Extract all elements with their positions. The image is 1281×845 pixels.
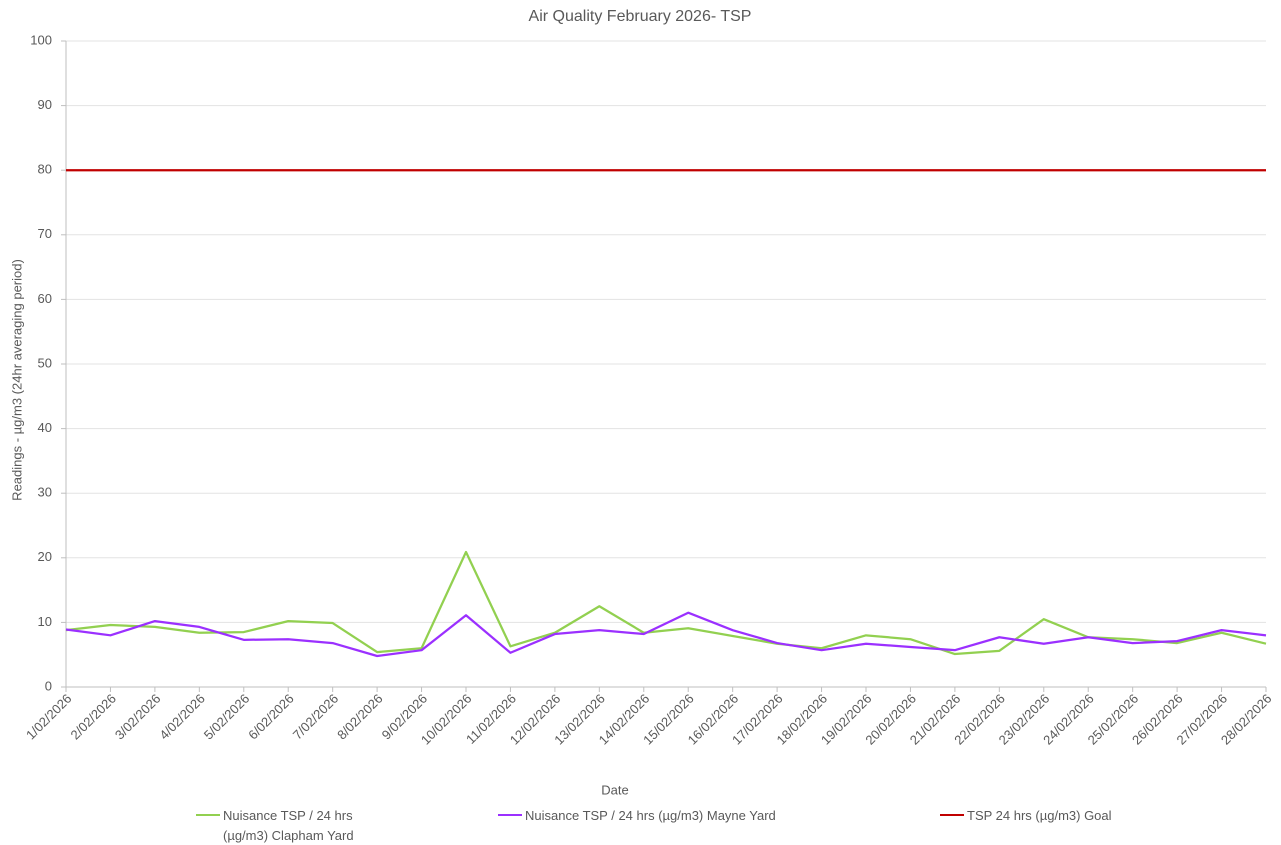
x-tick-label: 4/02/2026	[156, 691, 208, 743]
x-axis-title: Date	[601, 782, 628, 797]
chart-title: Air Quality February 2026- TSP	[529, 8, 752, 25]
y-tick-label: 0	[45, 678, 52, 693]
x-tick-label: 2/02/2026	[67, 691, 119, 743]
x-tick-label: 6/02/2026	[245, 691, 297, 743]
x-tick-label: 3/02/2026	[112, 691, 164, 743]
y-tick-label: 60	[38, 291, 52, 306]
legend-swatch	[196, 814, 220, 816]
legend-swatch	[940, 814, 964, 816]
y-tick-label: 10	[38, 614, 52, 629]
series-line	[65, 550, 1267, 656]
legend-item: TSP 24 hrs (µg/m3) Goal	[940, 806, 1167, 826]
x-tick-label: 5/02/2026	[201, 691, 253, 743]
y-tick-label: 100	[30, 32, 52, 47]
y-tick-label: 50	[38, 355, 52, 370]
y-tick-label: 30	[38, 485, 52, 500]
series-line	[65, 611, 1267, 658]
x-tick-label: 1/02/2026	[23, 691, 75, 743]
y-tick-label: 20	[38, 549, 52, 564]
x-tick-label: 8/02/2026	[334, 691, 386, 743]
y-axis-title: Readings - µg/m3 (24hr averaging period)	[9, 259, 24, 501]
legend-label: Nuisance TSP / 24 hrs (µg/m3) Mayne Yard	[525, 808, 776, 823]
legend-label: Nuisance TSP / 24 hrs (µg/m3) Clapham Ya…	[223, 808, 354, 843]
legend-item: Nuisance TSP / 24 hrs (µg/m3) Clapham Ya…	[196, 806, 383, 845]
y-tick-label: 40	[38, 420, 52, 435]
legend-label: TSP 24 hrs (µg/m3) Goal	[967, 808, 1112, 823]
legend-item: Nuisance TSP / 24 hrs (µg/m3) Mayne Yard	[498, 806, 845, 826]
y-tick-label: 70	[38, 226, 52, 241]
x-tick-label: 7/02/2026	[290, 691, 342, 743]
y-tick-label: 80	[38, 162, 52, 177]
legend-swatch	[498, 814, 522, 816]
y-tick-label: 90	[38, 97, 52, 112]
